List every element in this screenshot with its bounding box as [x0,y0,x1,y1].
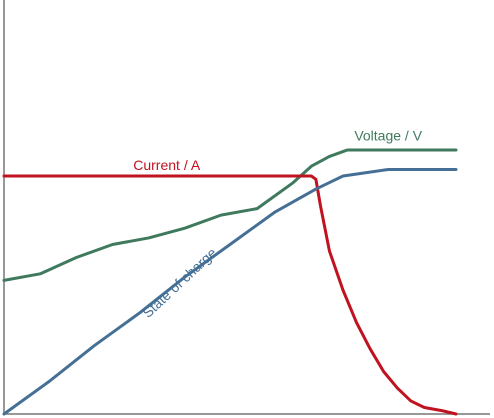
series-layer [2,148,458,416]
series-line-state-of-charge [2,168,458,416]
series-line-voltage-v [2,148,458,282]
series-label-current-a: Current / A [133,157,201,173]
series-label-state-of-charge: State of charge [139,244,220,321]
series-label-voltage-v: Voltage / V [354,128,422,144]
series-line-current-a [2,174,458,416]
label-layer: Voltage / V Current / A State of charge [133,128,422,321]
